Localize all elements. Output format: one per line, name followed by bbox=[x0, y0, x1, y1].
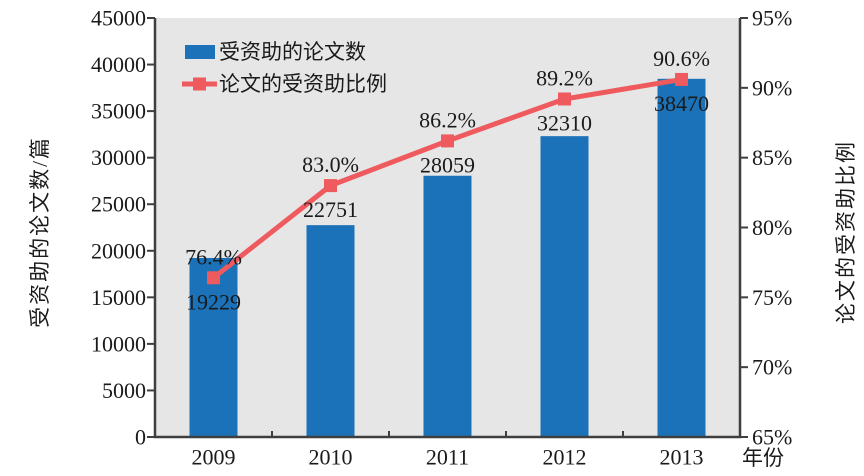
left-tick-label: 5000 bbox=[102, 378, 146, 403]
line-marker-2009 bbox=[207, 271, 220, 285]
bar-2010 bbox=[306, 225, 355, 437]
x-axis-title: 年份 bbox=[742, 446, 784, 470]
line-data-label: 83.0% bbox=[302, 152, 359, 177]
left-tick-label: 15000 bbox=[91, 285, 146, 310]
x-tick-label: 2013 bbox=[660, 445, 704, 470]
right-tick-label: 95% bbox=[752, 6, 792, 31]
legend-swatch-line-marker bbox=[193, 77, 206, 91]
right-tick-label: 85% bbox=[752, 145, 792, 170]
left-tick-label: 40000 bbox=[91, 52, 146, 77]
x-tick-label: 2009 bbox=[192, 445, 236, 470]
left-tick-label: 30000 bbox=[91, 145, 146, 170]
right-tick-label: 65% bbox=[752, 425, 792, 450]
line-marker-2013 bbox=[675, 72, 688, 86]
legend-label-line: 论文的受资助比例 bbox=[219, 72, 387, 96]
x-tick-label: 2011 bbox=[426, 445, 469, 470]
left-tick-label: 25000 bbox=[91, 192, 146, 217]
right-tick-label: 80% bbox=[752, 215, 792, 240]
left-axis-title: 受资助的论文数/篇 bbox=[28, 136, 52, 328]
line-marker-2010 bbox=[324, 179, 337, 193]
x-tick-label: 2012 bbox=[543, 445, 587, 470]
left-tick-label: 0 bbox=[135, 425, 146, 450]
bar-2011 bbox=[423, 175, 472, 437]
line-data-label: 90.6% bbox=[653, 46, 710, 71]
left-tick-label: 35000 bbox=[91, 99, 146, 124]
left-tick-label: 10000 bbox=[91, 331, 146, 356]
bar-2012 bbox=[540, 136, 589, 437]
bar-2013 bbox=[657, 78, 706, 438]
right-axis-title: 论文的受资助比例 bbox=[834, 140, 858, 324]
right-tick-label: 75% bbox=[752, 285, 792, 310]
line-data-label: 76.4% bbox=[185, 244, 242, 269]
bar-2009 bbox=[189, 257, 238, 437]
bar-data-label: 22751 bbox=[303, 197, 358, 222]
legend-swatch-bar bbox=[185, 45, 215, 59]
right-tick-label: 70% bbox=[752, 355, 792, 380]
x-tick-label: 2010 bbox=[309, 445, 353, 470]
bar-data-label: 28059 bbox=[420, 152, 475, 177]
left-tick-label: 45000 bbox=[91, 6, 146, 31]
bar-data-label: 19229 bbox=[186, 289, 241, 314]
line-data-label: 86.2% bbox=[419, 107, 476, 132]
bar-data-label: 38470 bbox=[654, 91, 709, 116]
left-tick-label: 20000 bbox=[91, 238, 146, 263]
line-marker-2011 bbox=[441, 134, 454, 148]
line-data-label: 89.2% bbox=[536, 66, 593, 91]
line-marker-2012 bbox=[558, 92, 571, 106]
right-tick-label: 90% bbox=[752, 75, 792, 100]
legend-label-bars: 受资助的论文数 bbox=[219, 40, 366, 64]
bar-data-label: 32310 bbox=[537, 111, 592, 136]
